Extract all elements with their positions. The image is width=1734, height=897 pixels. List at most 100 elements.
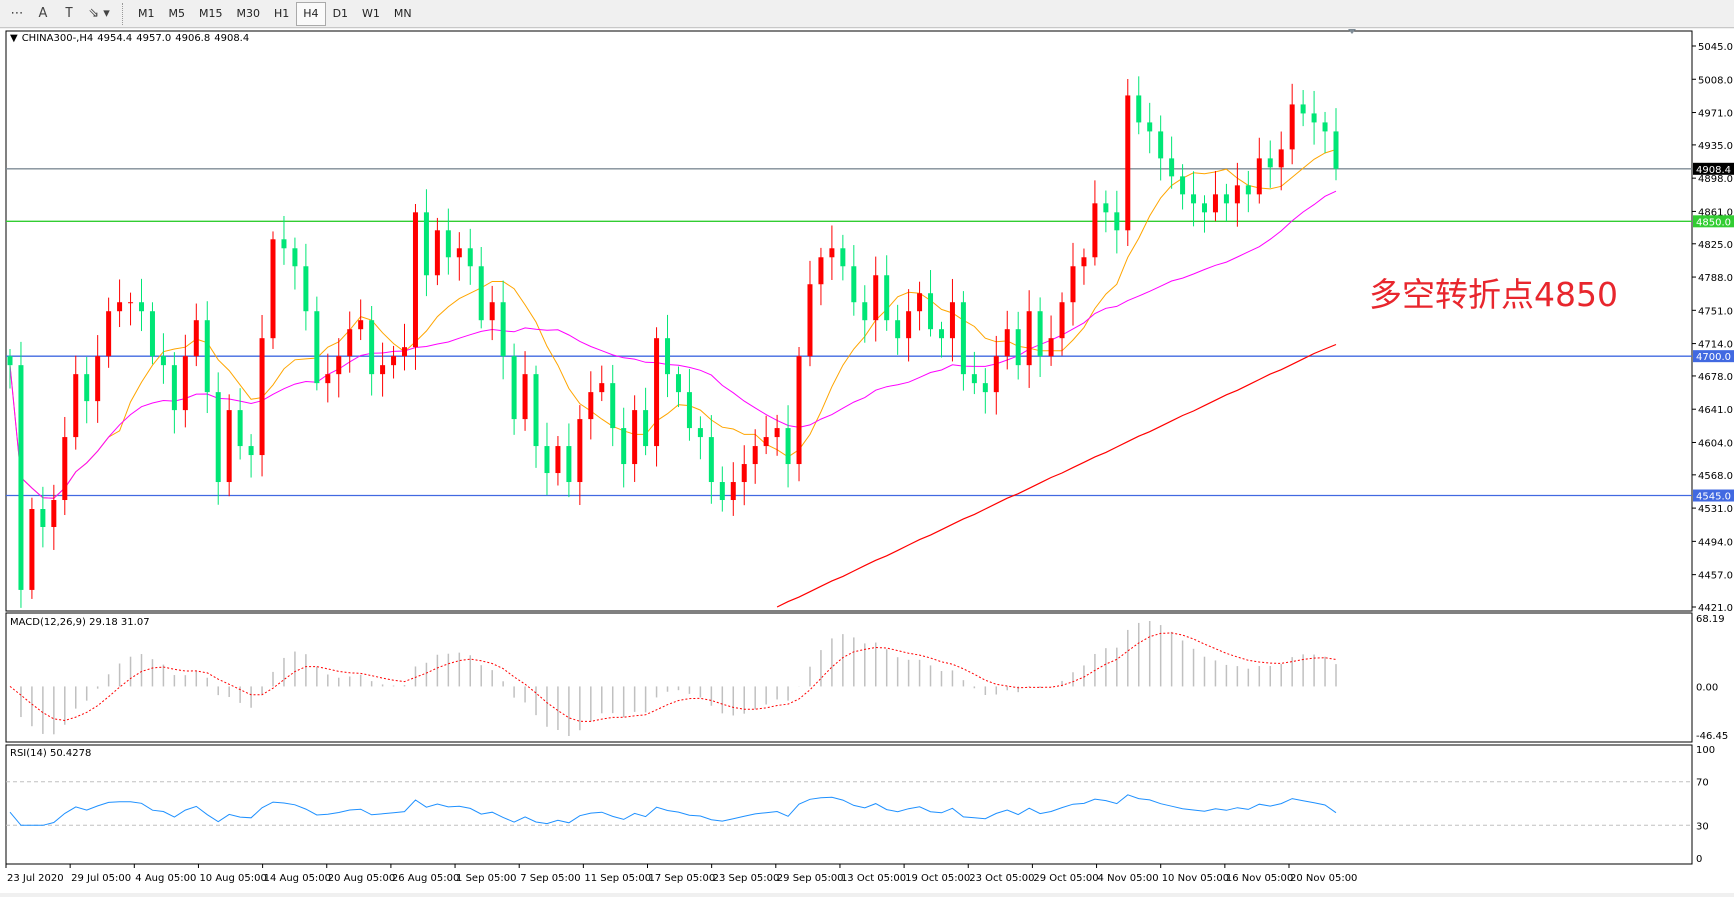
collapse-triangle-icon[interactable]: ▼ (10, 33, 18, 44)
date-axis-label: 20 Nov 05:00 (1290, 873, 1357, 884)
arrows-icon[interactable]: ⇘ ▾ (88, 6, 110, 21)
open-price: 4954.4 (97, 33, 133, 44)
candle-body (555, 446, 561, 474)
text-a-icon[interactable]: A (38, 6, 48, 21)
candle-body (1267, 158, 1273, 168)
timeframe-m30[interactable]: M30 (236, 7, 261, 20)
candle-body (270, 239, 276, 339)
candle-body (675, 374, 681, 393)
candle-body (347, 329, 353, 357)
candle-body (171, 365, 177, 411)
close-price: 4908.4 (214, 33, 250, 44)
candle-body (1180, 176, 1186, 195)
date-axis-label: 4 Aug 05:00 (135, 873, 196, 884)
level-price-text: 4908.4 (1696, 165, 1731, 176)
candle-body (752, 446, 758, 465)
candle-body (807, 284, 813, 357)
timeframe-mn[interactable]: MN (393, 7, 412, 20)
price-axis-label: 5008.0 (1698, 75, 1733, 86)
timeframe-w1[interactable]: W1 (362, 7, 380, 20)
candle-body (73, 374, 79, 438)
timeframe-h4[interactable]: H4 (296, 1, 326, 26)
ma-slow-line (776, 343, 1337, 608)
date-axis-label: 26 Aug 05:00 (392, 873, 459, 884)
candle-body (840, 248, 846, 267)
candle-body (1125, 95, 1131, 231)
candle-body (226, 410, 232, 483)
price-axis-label: 4421.0 (1698, 603, 1733, 614)
candle-body (160, 356, 166, 366)
candle-body (533, 374, 539, 447)
candle-body (621, 428, 627, 465)
timeframe-h1[interactable]: H1 (274, 7, 290, 20)
candle-body (1322, 122, 1328, 132)
candle-body (1278, 149, 1284, 168)
timeframe-m5[interactable]: M5 (168, 7, 186, 20)
macd-label: MACD(12,26,9) 29.18 31.07 (10, 617, 150, 628)
price-axis-label: 4898.0 (1698, 174, 1733, 185)
price-axis-label: 4494.0 (1698, 537, 1733, 548)
timeframe-m1[interactable]: M1 (138, 7, 155, 20)
timeframe-m15[interactable]: M15 (199, 7, 223, 20)
candle-body (489, 302, 495, 321)
date-axis-label: 23 Jul 2020 (7, 873, 64, 884)
chart-canvas[interactable]: 5045.0 5008.0 4971.0 4935.0 4898.0 4861.0 4825… (0, 29, 1734, 893)
candle-body (818, 257, 824, 285)
candle-body (577, 419, 583, 483)
grid-f-icon[interactable]: ⋯ (10, 6, 24, 21)
candle-body (1333, 131, 1339, 169)
candle-body (730, 482, 736, 501)
candle-body (336, 356, 342, 375)
price-axis-label: 4531.0 (1698, 504, 1733, 515)
candle-body (1191, 194, 1197, 204)
candle-body (1070, 266, 1076, 303)
candle-body (697, 428, 703, 438)
candle-body (84, 374, 90, 402)
candle-body (1169, 158, 1175, 177)
date-axis-label: 17 Sep 05:00 (649, 873, 716, 884)
candle-body (391, 356, 397, 366)
candle-body (917, 293, 923, 312)
level-price-badge (1693, 162, 1734, 175)
candle-body (654, 338, 660, 447)
timeframe-buttons: M1 M5 M15 M30 H1 H4 D1 W1 MN (131, 1, 419, 26)
date-axis-label: 10 Aug 05:00 (199, 873, 266, 884)
rsi-pane (5, 744, 1693, 865)
text-label-icon[interactable]: T (65, 6, 73, 21)
candle-body (1223, 194, 1229, 204)
candle-body (643, 410, 649, 447)
price-axis-label: 4861.0 (1698, 207, 1733, 218)
candle-body (632, 410, 638, 465)
candle-body (445, 230, 451, 258)
price-axis-label: 4604.0 (1698, 438, 1733, 449)
candle-body (785, 428, 791, 465)
chart-annotation[interactable]: 多空转折点4850 (1369, 275, 1618, 314)
candle-body (928, 293, 934, 330)
price-axis-label: 4788.0 (1698, 273, 1733, 284)
candle-body (971, 374, 977, 384)
candle-body (402, 347, 408, 357)
candle-body (139, 302, 145, 312)
candle-body (423, 212, 429, 276)
date-axis-label: 23 Oct 05:00 (969, 873, 1034, 884)
price-axis-label: 4825.0 (1698, 240, 1733, 251)
timeframe-d1[interactable]: D1 (332, 7, 349, 20)
candle-body (1026, 311, 1032, 366)
candle-body (62, 437, 68, 501)
candle-body (862, 302, 868, 321)
candle-body (149, 311, 155, 357)
candle-body (796, 356, 802, 465)
candle-body (1147, 122, 1153, 132)
rsi-axis-label: 70 (1696, 778, 1709, 789)
date-axis-label: 11 Sep 05:00 (584, 873, 651, 884)
chart-window[interactable]: 5045.0 5008.0 4971.0 4935.0 4898.0 4861.0 4825… (0, 29, 1734, 893)
rsi-axis-label: 100 (1696, 745, 1715, 756)
level-price-badge (1693, 489, 1734, 502)
date-axis-label: 29 Jul 05:00 (71, 873, 131, 884)
chart-shift-marker-icon (1348, 29, 1356, 34)
candle-body (719, 482, 725, 501)
candle-body (829, 248, 835, 258)
candle-body (1037, 311, 1043, 357)
candle-body (665, 338, 671, 375)
candle-body (686, 392, 692, 429)
